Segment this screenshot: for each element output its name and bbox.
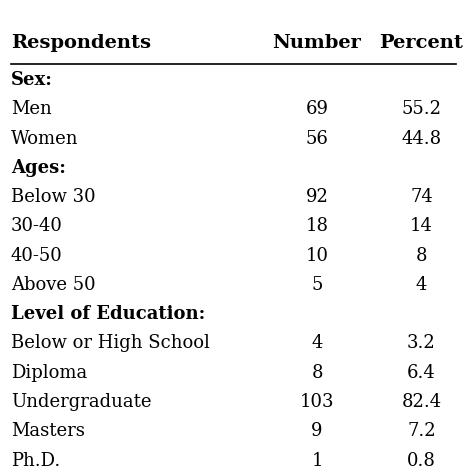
Text: Below 30: Below 30	[11, 188, 95, 206]
Text: Respondents: Respondents	[11, 34, 151, 52]
Text: Number: Number	[273, 34, 362, 52]
Text: 6.4: 6.4	[407, 364, 436, 382]
Text: 14: 14	[410, 218, 433, 236]
Text: 103: 103	[300, 393, 334, 411]
Text: Sex:: Sex:	[11, 71, 53, 89]
Text: Below or High School: Below or High School	[11, 335, 210, 353]
Text: 18: 18	[306, 218, 328, 236]
Text: Men: Men	[11, 100, 51, 118]
Text: 8: 8	[311, 364, 323, 382]
Text: 69: 69	[306, 100, 328, 118]
Text: Masters: Masters	[11, 422, 84, 440]
Text: Undergraduate: Undergraduate	[11, 393, 151, 411]
Text: 5: 5	[311, 276, 323, 294]
Text: 1: 1	[311, 452, 323, 470]
Text: Ph.D.: Ph.D.	[11, 452, 60, 470]
Text: 92: 92	[306, 188, 328, 206]
Text: Ages:: Ages:	[11, 159, 65, 177]
Text: 10: 10	[306, 246, 328, 264]
Text: 40-50: 40-50	[11, 246, 63, 264]
Text: 4: 4	[311, 335, 323, 353]
Text: Women: Women	[11, 129, 78, 147]
Text: Level of Education:: Level of Education:	[11, 305, 205, 323]
Text: Diploma: Diploma	[11, 364, 87, 382]
Text: 7.2: 7.2	[407, 422, 436, 440]
Text: 56: 56	[306, 129, 328, 147]
Text: 82.4: 82.4	[401, 393, 442, 411]
Text: 9: 9	[311, 422, 323, 440]
Text: 8: 8	[416, 246, 427, 264]
Text: 55.2: 55.2	[401, 100, 441, 118]
Text: Percent: Percent	[380, 34, 464, 52]
Text: 4: 4	[416, 276, 427, 294]
Text: 30-40: 30-40	[11, 218, 63, 236]
Text: Above 50: Above 50	[11, 276, 95, 294]
Text: 3.2: 3.2	[407, 335, 436, 353]
Text: 44.8: 44.8	[401, 129, 442, 147]
Text: 0.8: 0.8	[407, 452, 436, 470]
Text: 74: 74	[410, 188, 433, 206]
